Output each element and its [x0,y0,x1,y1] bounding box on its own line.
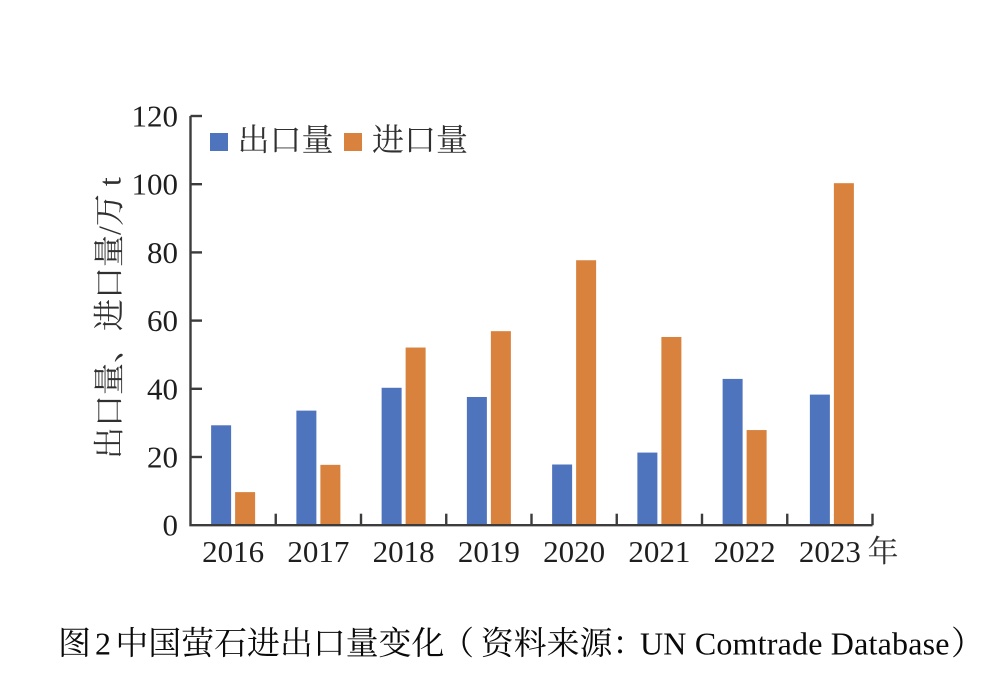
svg-text:2016: 2016 [202,534,264,569]
svg-text:40: 40 [147,371,178,406]
svg-text:2020: 2020 [543,534,605,569]
svg-text:2022: 2022 [714,534,776,569]
svg-text:60: 60 [147,303,178,338]
svg-text:2023: 2023 [799,534,861,569]
svg-text:2017: 2017 [287,534,349,569]
svg-text:0: 0 [163,508,179,543]
svg-text:100: 100 [132,167,179,202]
svg-text:2019: 2019 [458,534,520,569]
svg-text:t: t [91,177,127,194]
svg-text:2018: 2018 [373,534,435,569]
svg-text:20: 20 [147,440,178,475]
svg-text:2: 2 [95,626,111,662]
svg-text:80: 80 [147,235,178,270]
svg-text:/: / [91,226,127,235]
svg-text:120: 120 [132,99,179,134]
svg-text:2021: 2021 [628,534,690,569]
svg-text:UN Comtrade Database: UN Comtrade Database [640,626,950,662]
